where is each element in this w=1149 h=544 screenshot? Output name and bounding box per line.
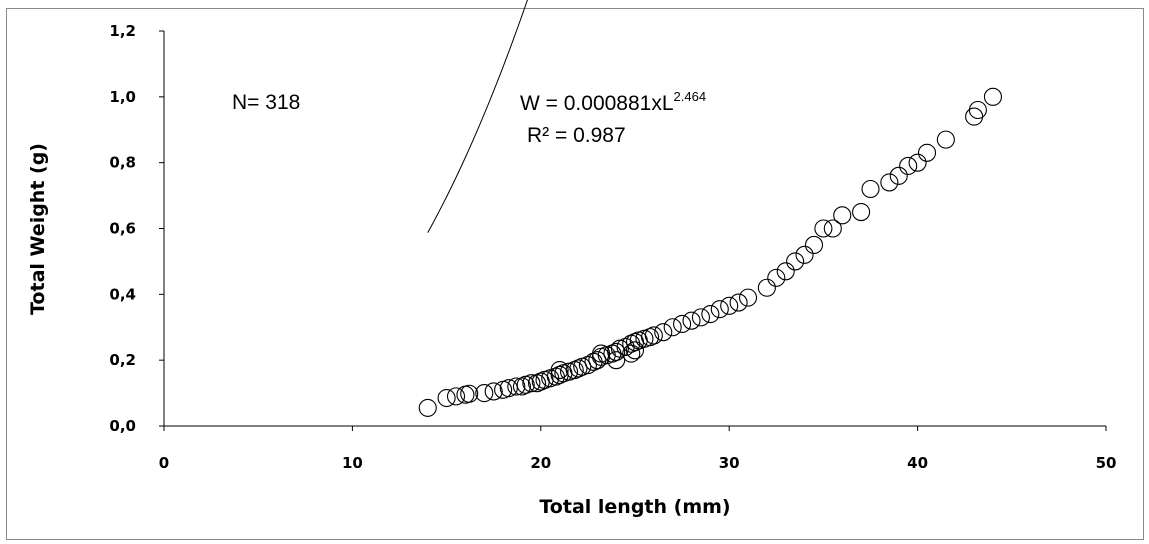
axes xyxy=(163,31,1106,427)
x-tick-labels: 0 10 20 30 40 50 xyxy=(159,426,1117,472)
data-point xyxy=(814,219,833,238)
data-point xyxy=(861,179,880,199)
x-tick-label: 40 xyxy=(907,454,928,472)
data-point xyxy=(720,296,739,315)
y-tick-label: 0,2 xyxy=(109,351,136,369)
data-point xyxy=(437,388,456,408)
x-tick-label: 10 xyxy=(342,454,363,472)
data-point xyxy=(968,100,987,120)
data-point xyxy=(738,288,758,307)
data-point xyxy=(899,156,918,176)
data-point xyxy=(983,87,1003,106)
data-point xyxy=(795,245,814,264)
data-point xyxy=(823,219,842,238)
data-point xyxy=(804,235,824,255)
x-tick-label: 0 xyxy=(159,454,169,472)
data-point xyxy=(936,130,955,149)
data-point xyxy=(654,323,673,342)
data-point xyxy=(625,341,645,360)
data-point xyxy=(607,342,626,361)
data-point xyxy=(701,305,720,324)
data-point xyxy=(592,344,611,363)
y-axis-title: Total Weight (g) xyxy=(27,143,49,315)
data-point xyxy=(757,278,776,297)
data-point xyxy=(578,356,597,375)
data-point xyxy=(499,379,518,398)
y-tick-label: 0,0 xyxy=(109,417,136,435)
data-point xyxy=(691,308,710,327)
data-point xyxy=(418,398,437,417)
data-point xyxy=(786,252,805,271)
data-point xyxy=(456,385,475,404)
y-tick-labels: 0,0 0,2 0,4 0,6 0,8 1,0 1,2 xyxy=(109,22,164,435)
y-tick-label: 0,6 xyxy=(109,220,136,238)
data-point xyxy=(663,318,682,337)
x-axis-title: Total length (mm) xyxy=(539,496,730,518)
x-tick-label: 20 xyxy=(530,454,551,472)
r-squared-label: R² = 0.987 xyxy=(527,124,626,147)
power-trendline xyxy=(427,0,528,233)
data-point xyxy=(852,202,871,222)
data-point xyxy=(889,166,908,185)
data-point xyxy=(673,314,692,334)
data-point xyxy=(460,384,479,403)
sample-size-label: N= 318 xyxy=(232,91,300,114)
data-point xyxy=(710,300,729,319)
data-point xyxy=(522,374,541,393)
data-point xyxy=(880,173,899,192)
data-point xyxy=(569,359,588,378)
chart-frame xyxy=(6,8,1144,540)
y-tick-label: 1,0 xyxy=(109,88,136,106)
y-tick-label: 1,2 xyxy=(109,22,136,40)
data-point xyxy=(507,377,526,396)
data-point xyxy=(729,293,748,312)
data-point xyxy=(908,153,927,172)
data-point xyxy=(682,311,701,330)
data-point xyxy=(607,351,626,370)
regression-equation: W = 0.000881xL2.464 xyxy=(520,89,706,115)
data-point xyxy=(641,328,660,347)
data-points xyxy=(418,87,1003,417)
data-point xyxy=(446,387,466,406)
y-tick-label: 0,4 xyxy=(109,285,136,303)
data-point xyxy=(512,377,532,396)
data-point xyxy=(767,268,786,287)
data-point xyxy=(597,346,616,365)
equation-main: W = 0.000881xL xyxy=(520,92,674,115)
y-tick-label: 0,8 xyxy=(109,154,136,172)
data-point xyxy=(484,382,503,401)
data-point xyxy=(475,384,494,403)
data-point xyxy=(917,143,937,162)
data-point xyxy=(527,374,547,393)
x-tick-label: 30 xyxy=(719,454,740,472)
data-point xyxy=(550,360,569,380)
data-point xyxy=(565,360,584,380)
data-point xyxy=(622,344,641,363)
x-tick-label: 50 xyxy=(1096,454,1117,472)
data-point xyxy=(833,206,852,225)
equation-exponent: 2.464 xyxy=(674,89,707,104)
data-point xyxy=(776,262,795,281)
data-point xyxy=(644,326,663,345)
data-point xyxy=(965,107,984,126)
